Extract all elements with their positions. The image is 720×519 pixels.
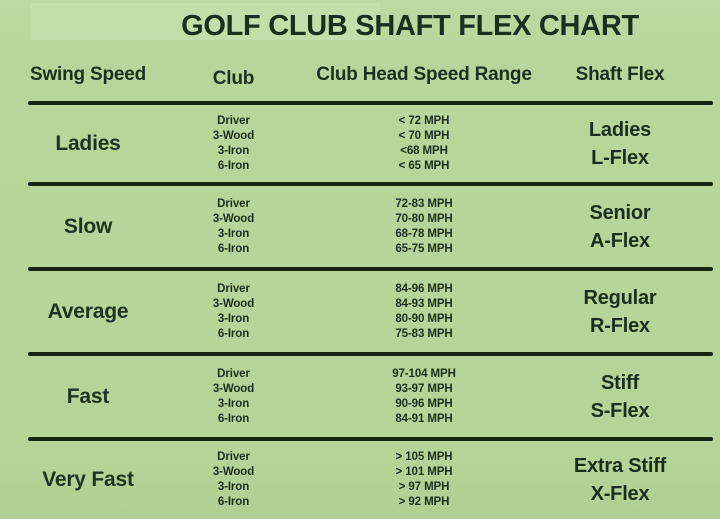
club-list: Driver 3-Wood 3-Iron 6-Iron (176, 367, 291, 427)
speed-range-item: 72-83 MPH (395, 197, 453, 210)
club-item: 3-Iron (217, 227, 250, 240)
table-row-slow: Slow Driver 3-Wood 3-Iron 6-Iron 72-83 M… (0, 186, 720, 267)
club-item: Driver (217, 367, 250, 380)
col-header-speed-range: Club Head Speed Range (316, 63, 532, 85)
shaft-flex-name: Ladies (588, 118, 652, 141)
club-item: 6-Iron (217, 412, 250, 425)
speed-range-item: 84-96 MPH (395, 282, 453, 295)
swing-speed-label: Slow (63, 214, 113, 238)
club-item: 3-Wood (212, 297, 255, 310)
club-item: 3-Wood (212, 129, 255, 142)
title-highlight-rect (30, 3, 380, 40)
shaft-flex-cell: Regular R-Flex (557, 284, 683, 340)
speed-range-item: 80-90 MPH (395, 312, 453, 325)
speed-range-item: > 105 MPH (395, 451, 453, 463)
shaft-flex-name: Extra Stiff (573, 455, 667, 477)
table-header: Swing Speed Club Club Head Speed Range S… (0, 48, 720, 101)
speed-range-item: > 97 MPH (398, 481, 450, 493)
speed-range-item: 93-97 MPH (395, 382, 453, 395)
club-list: Driver 3-Wood 3-Iron 6-Iron (176, 282, 291, 342)
club-list: Driver 3-Wood 3-Iron 6-Iron (176, 450, 291, 510)
swing-speed-label: Ladies (55, 131, 121, 155)
shaft-flex-code: X-Flex (590, 483, 650, 505)
speed-range-item: 70-80 MPH (395, 212, 453, 225)
swing-speed-label: Very Fast (42, 468, 134, 491)
shaft-flex-cell: Ladies L-Flex (557, 116, 683, 172)
club-list: Driver 3-Wood 3-Iron 6-Iron (176, 197, 291, 257)
club-item: Driver (217, 197, 250, 210)
speed-range-list: > 105 MPH > 101 MPH > 97 MPH > 92 MPH (291, 450, 557, 510)
speed-range-item: <68 MPH (400, 144, 448, 157)
divider-line (28, 437, 713, 441)
club-item: Driver (217, 114, 250, 127)
speed-range-item: 84-91 MPH (395, 412, 453, 425)
club-item: 6-Iron (217, 496, 250, 508)
club-item: 3-Iron (217, 144, 250, 157)
club-item: 6-Iron (217, 242, 250, 255)
shaft-flex-code: R-Flex (590, 314, 650, 337)
table-row-fast: Fast Driver 3-Wood 3-Iron 6-Iron 97-104 … (0, 356, 720, 437)
club-item: 3-Iron (217, 312, 250, 325)
speed-range-item: 75-83 MPH (395, 327, 453, 340)
swing-speed-label: Fast (66, 384, 110, 408)
speed-range-item: 97-104 MPH (392, 367, 456, 380)
speed-range-list: 97-104 MPH 93-97 MPH 90-96 MPH 84-91 MPH (291, 367, 557, 427)
shaft-flex-name: Regular (583, 286, 657, 309)
speed-range-item: > 92 MPH (398, 496, 450, 508)
speed-range-item: 68-78 MPH (395, 227, 453, 240)
shaft-flex-name: Stiff (601, 371, 639, 394)
shaft-flex-code: S-Flex (590, 399, 650, 422)
club-item: Driver (217, 282, 250, 295)
shaft-flex-cell: Stiff S-Flex (557, 369, 683, 425)
divider-line (28, 101, 713, 105)
club-item: 3-Wood (212, 466, 255, 478)
club-list: Driver 3-Wood 3-Iron 6-Iron (176, 114, 291, 174)
speed-range-item: > 101 MPH (395, 466, 453, 478)
speed-range-list: 84-96 MPH 84-93 MPH 80-90 MPH 75-83 MPH (291, 282, 557, 342)
shaft-flex-name: Senior (589, 201, 651, 224)
club-item: 6-Iron (217, 159, 250, 172)
shaft-flex-code: L-Flex (591, 146, 649, 169)
col-header-shaft-flex: Shaft Flex (575, 63, 665, 85)
page-title: GOLF CLUB SHAFT FLEX CHART (181, 10, 639, 42)
speed-range-item: < 72 MPH (398, 114, 450, 127)
speed-range-item: 84-93 MPH (395, 297, 453, 310)
speed-range-list: 72-83 MPH 70-80 MPH 68-78 MPH 65-75 MPH (291, 197, 557, 257)
club-item: 3-Iron (217, 397, 250, 410)
club-item: 6-Iron (217, 327, 250, 340)
speed-range-item: 65-75 MPH (395, 242, 453, 255)
shaft-flex-code: A-Flex (590, 229, 650, 252)
speed-range-item: 90-96 MPH (395, 397, 453, 410)
table-row-very-fast: Very Fast Driver 3-Wood 3-Iron 6-Iron > … (0, 441, 720, 519)
divider-line (28, 352, 713, 356)
shaft-flex-cell: Extra Stiff X-Flex (557, 452, 683, 508)
divider-line (28, 267, 713, 271)
divider-line (28, 182, 713, 186)
shaft-flex-cell: Senior A-Flex (557, 199, 683, 255)
speed-range-list: < 72 MPH < 70 MPH <68 MPH < 65 MPH (291, 114, 557, 174)
club-item: 3-Wood (212, 382, 255, 395)
col-header-swing-speed: Swing Speed (29, 63, 147, 85)
table-row-ladies: Ladies Driver 3-Wood 3-Iron 6-Iron < 72 … (0, 105, 720, 182)
speed-range-item: < 65 MPH (398, 159, 450, 172)
col-header-club: Club (212, 67, 255, 89)
club-item: 3-Iron (217, 481, 250, 493)
table-row-average: Average Driver 3-Wood 3-Iron 6-Iron 84-9… (0, 271, 720, 352)
club-item: Driver (217, 451, 250, 463)
speed-range-item: < 70 MPH (398, 129, 450, 142)
club-item: 3-Wood (212, 212, 255, 225)
swing-speed-label: Average (47, 299, 129, 323)
